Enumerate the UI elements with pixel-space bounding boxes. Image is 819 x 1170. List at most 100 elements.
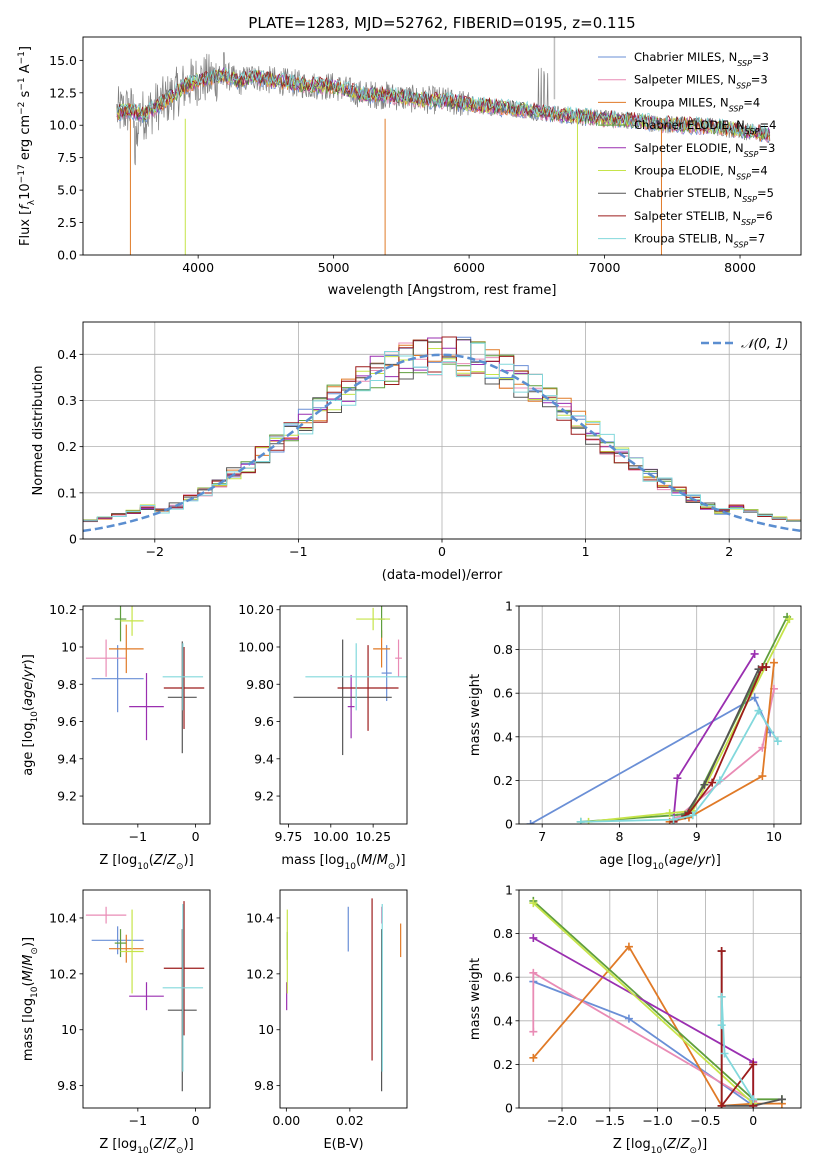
x-tick-label: 10.00 [313, 829, 349, 844]
x-tick-label: 4000 [182, 260, 214, 275]
x-tick-label: −0.5 [690, 1113, 720, 1128]
x-axis-label-part: 10 [137, 1146, 149, 1156]
legend-nssp-prefix: , N [725, 209, 741, 223]
axes-residuals: −2 −1 0 1 2 0 0.1 0.2 0.3 0.4 𝒩(0, 1) (data-model)/… [31, 321, 802, 583]
legend-nssp-prefix: , N [720, 164, 736, 178]
y-tick-label: 9.80 [246, 677, 274, 692]
legend-model-name: Chabrier ELODIE [634, 118, 729, 132]
figure-title: PLATE=1283, MJD=52762, FIBERID=0195, z=0… [248, 14, 635, 32]
y-tick-label: 0.6 [493, 686, 513, 701]
errorbar-point [163, 901, 205, 1036]
series-marker [529, 968, 538, 977]
x-axis-label: Z [log10(Z/Z⊙)] [99, 853, 193, 872]
series-marker [529, 1027, 538, 1036]
legend-nssp-prefix: , N [720, 73, 736, 87]
legend-nssp-value: =3 [751, 73, 768, 87]
axes-frame [82, 321, 802, 540]
series-marker [717, 992, 726, 1001]
histogram-step [83, 336, 801, 522]
x-tick-label: 10.25 [355, 829, 391, 844]
x-axis-label: Z [log10(Z/Z⊙)] [99, 1137, 193, 1156]
errorbar-point [85, 639, 127, 677]
y-axis-label-part: −17 [17, 164, 27, 183]
y-axis-label-part: yr [21, 663, 36, 679]
y-tick-label: 0.2 [493, 773, 513, 788]
legend-model-name: Salpeter MILES [634, 73, 720, 87]
legend-nssp-value: =3 [752, 50, 769, 64]
x-axis-label: wavelength [Angstrom, rest frame] [328, 283, 557, 298]
legend-nssp-prefix: , N [713, 95, 729, 109]
x-axis-label-part: M [361, 853, 372, 868]
y-tick-label: 0.4 [57, 347, 77, 362]
y-axis-label-group: age [log10(age/yr)] [21, 654, 40, 776]
legend-model-name: Kroupa ELODIE [634, 164, 720, 178]
y-tick-label: 0 [505, 817, 513, 832]
y-tick-label: 9.2 [57, 789, 77, 804]
x-axis-label-part: mass [log [281, 853, 344, 868]
series-marker [529, 933, 538, 942]
x-axis-label-part: 10 [345, 862, 357, 872]
y-tick-label: 10.00 [238, 639, 274, 654]
series-kroupa-stelib [717, 992, 758, 1104]
errorbar-point [108, 624, 144, 674]
x-tick-label: 0.00 [272, 1113, 300, 1128]
y-tick-label: 1 [505, 883, 513, 898]
x-tick-label: −1 [289, 544, 307, 559]
y-axis-label-part: A [18, 64, 33, 77]
x-axis-label-part: ( [149, 1137, 154, 1152]
y-tick-label: 9.6 [254, 714, 274, 729]
y-axis-label-part: M [21, 970, 36, 981]
y-axis-label-part: Flux [ [18, 210, 33, 246]
x-tick-label: 0 [192, 829, 200, 844]
axes-frame [518, 889, 802, 1109]
x-axis-label: E(B-V) [323, 1137, 363, 1152]
legend-label: Kroupa STELIB, NSSP=7 [634, 232, 765, 250]
x-axis-label-part: ( [664, 853, 669, 868]
y-tick-label: 10 [61, 1022, 77, 1037]
residuals-legend: 𝒩(0, 1) [701, 337, 788, 352]
y-axis-label-part: −1 [17, 77, 27, 90]
y-axis-label-part: 10 [30, 986, 40, 998]
y-tick-label: 10.4 [246, 910, 274, 925]
y-axis-label-part: ⊙ [30, 947, 40, 955]
x-tick-label: 7 [538, 829, 546, 844]
y-axis-label-part: ( [21, 706, 36, 711]
y-tick-label: 0.0 [57, 248, 77, 263]
y-axis-label-part: / [21, 677, 36, 682]
errorbar-point [356, 607, 391, 631]
y-axis-label-group: mass [log10(M/M⊙)] [21, 937, 40, 1061]
errorbar-point [162, 643, 204, 711]
series-marker [688, 811, 697, 820]
legend-label: Kroupa MILES, NSSP=4 [634, 95, 760, 113]
y-tick-label: 12.5 [49, 85, 77, 100]
y-tick-label: 9.8 [57, 1078, 77, 1093]
legend-model-name: Kroupa STELIB [634, 232, 718, 246]
y-axis-label-part: 10 [18, 183, 33, 200]
axes-frame [279, 605, 408, 825]
legend-nssp-prefix: , N [721, 50, 737, 64]
x-axis-label-part: ⊙ [176, 862, 184, 872]
x-axis-label: (data-model)/error [382, 568, 503, 583]
series-marker [624, 1014, 633, 1023]
ticks-residuals: −2 −1 0 1 2 0 0.1 0.2 0.3 0.4 [57, 347, 733, 559]
x-axis-label-part: age [669, 853, 693, 868]
errorbar-point [162, 903, 204, 1072]
legend-nssp-prefix: , N [718, 232, 734, 246]
y-axis-label-part: )] [21, 654, 36, 664]
y-tick-label: 0.6 [493, 970, 513, 985]
y-tick-label: 1 [505, 599, 513, 614]
ticks-spectrum: 4000 5000 6000 7000 8000 0.0 2.5 5.0 7.5 10.0 12.5… [49, 53, 756, 275]
x-tick-label: −2.0 [547, 1113, 577, 1128]
legend-nssp-sub: SSP [729, 104, 744, 113]
series-marker [708, 778, 717, 787]
legend-nssp-value: =7 [748, 232, 765, 246]
x-tick-label: 7000 [589, 260, 621, 275]
x-axis-label-part: / [693, 853, 698, 868]
legend-nssp-sub: SSP [734, 240, 749, 249]
y-tick-label: 10.4 [49, 910, 77, 925]
ticks-age-vs-mass: 9.75 10.00 10.25 9.2 9.4 9.6 9.80 10.00 10.20 [238, 602, 391, 844]
x-axis-label-part: )] [395, 853, 405, 868]
